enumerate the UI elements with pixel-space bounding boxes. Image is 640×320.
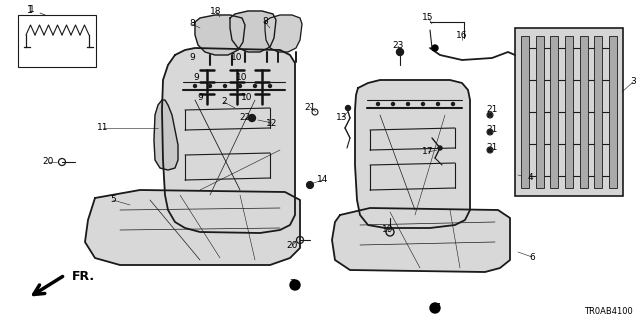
Bar — [565, 36, 573, 188]
Ellipse shape — [488, 130, 492, 134]
Text: 10: 10 — [236, 74, 248, 83]
Text: 1: 1 — [29, 4, 35, 13]
Text: 19: 19 — [382, 226, 394, 235]
Text: 9: 9 — [197, 92, 203, 101]
Polygon shape — [230, 11, 276, 52]
Text: 21: 21 — [486, 125, 498, 134]
Text: 18: 18 — [211, 6, 221, 15]
Text: 10: 10 — [231, 52, 243, 61]
Text: 10: 10 — [241, 92, 253, 101]
Text: 15: 15 — [422, 12, 434, 21]
Ellipse shape — [290, 280, 300, 290]
Ellipse shape — [488, 113, 492, 117]
Text: 7: 7 — [434, 302, 440, 311]
Text: TR0AB4100: TR0AB4100 — [584, 308, 632, 316]
Text: 6: 6 — [529, 252, 535, 261]
Ellipse shape — [432, 45, 438, 51]
Text: 3: 3 — [630, 77, 636, 86]
Polygon shape — [355, 80, 470, 228]
Text: 5: 5 — [110, 196, 116, 204]
Ellipse shape — [239, 84, 241, 87]
Text: 14: 14 — [317, 175, 329, 185]
Text: 22: 22 — [239, 114, 251, 123]
Text: 1: 1 — [27, 5, 33, 15]
Text: FR.: FR. — [72, 270, 95, 284]
Text: 16: 16 — [456, 31, 468, 41]
Text: 9: 9 — [193, 74, 199, 83]
Text: 23: 23 — [392, 42, 404, 51]
Polygon shape — [332, 208, 510, 272]
Text: 9: 9 — [189, 52, 195, 61]
Text: 20: 20 — [286, 242, 298, 251]
Text: 8: 8 — [189, 20, 195, 28]
Text: 17: 17 — [422, 148, 434, 156]
Bar — [521, 36, 529, 188]
Ellipse shape — [438, 146, 442, 150]
Bar — [515, 28, 623, 196]
Ellipse shape — [430, 303, 440, 313]
Text: 4: 4 — [527, 173, 533, 182]
Ellipse shape — [248, 115, 255, 122]
Ellipse shape — [397, 49, 403, 55]
Text: 13: 13 — [336, 113, 348, 122]
Ellipse shape — [209, 84, 211, 87]
Text: 21: 21 — [486, 143, 498, 153]
Text: 21: 21 — [486, 106, 498, 115]
Bar — [550, 36, 558, 188]
Ellipse shape — [406, 102, 410, 106]
Bar — [536, 36, 543, 188]
Text: 8: 8 — [262, 18, 268, 27]
Polygon shape — [85, 190, 300, 265]
Ellipse shape — [392, 102, 394, 106]
Polygon shape — [265, 15, 302, 52]
Text: 21: 21 — [304, 102, 316, 111]
Text: 20: 20 — [42, 157, 54, 166]
Ellipse shape — [436, 102, 440, 106]
Ellipse shape — [376, 102, 380, 106]
Bar — [595, 36, 602, 188]
Bar — [18, 15, 96, 67]
Ellipse shape — [223, 84, 227, 87]
Ellipse shape — [488, 148, 492, 152]
Ellipse shape — [269, 84, 271, 87]
Ellipse shape — [451, 102, 454, 106]
Ellipse shape — [253, 84, 257, 87]
Bar — [609, 36, 617, 188]
Bar — [580, 36, 588, 188]
Ellipse shape — [422, 102, 424, 106]
Ellipse shape — [346, 106, 351, 110]
Text: 12: 12 — [266, 118, 278, 127]
Text: 2: 2 — [221, 98, 227, 107]
Ellipse shape — [307, 182, 313, 188]
Polygon shape — [162, 48, 295, 233]
Text: 7: 7 — [289, 278, 295, 287]
Ellipse shape — [193, 84, 196, 87]
Polygon shape — [195, 15, 245, 55]
Text: 11: 11 — [97, 124, 109, 132]
Polygon shape — [154, 100, 178, 170]
